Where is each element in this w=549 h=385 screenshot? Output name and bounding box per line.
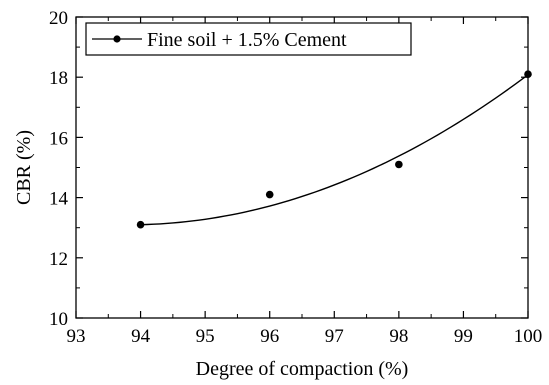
x-tick-label: 98: [389, 326, 408, 347]
x-tick-label: 100: [514, 326, 543, 347]
x-tick-label: 99: [454, 326, 473, 347]
legend-point-marker: [113, 35, 121, 43]
y-axis-label: CBR (%): [13, 130, 35, 205]
x-axis-label: Degree of compaction (%): [196, 358, 409, 380]
series-layer: [136, 70, 532, 229]
y-tick-label: 20: [49, 8, 68, 29]
x-tick-label: 97: [325, 326, 344, 347]
legend: Fine soil + 1.5% Cement: [85, 22, 412, 56]
trendline: [140, 74, 529, 226]
plot-area-border: [75, 16, 529, 319]
legend-entry-label: Fine soil + 1.5% Cement: [147, 29, 347, 51]
plot-frame: [75, 16, 529, 319]
y-axis-ticks: 10 12 14 16 18 20: [49, 8, 528, 330]
x-tick-label: 96: [260, 326, 279, 347]
y-tick-label: 16: [49, 128, 68, 149]
data-point: [265, 190, 274, 199]
y-tick-label: 18: [49, 68, 68, 89]
x-tick-label: 95: [196, 326, 215, 347]
data-point: [136, 220, 145, 229]
x-tick-label: 93: [67, 326, 86, 347]
y-tick-label: 14: [49, 189, 69, 210]
y-tick-label: 10: [49, 309, 68, 330]
x-tick-label: 94: [131, 326, 151, 347]
data-point: [524, 70, 532, 78]
y-tick-label: 12: [49, 249, 68, 270]
data-point: [395, 160, 403, 169]
x-axis-ticks: 93 94 95 96 97 98 99 100: [67, 17, 543, 347]
